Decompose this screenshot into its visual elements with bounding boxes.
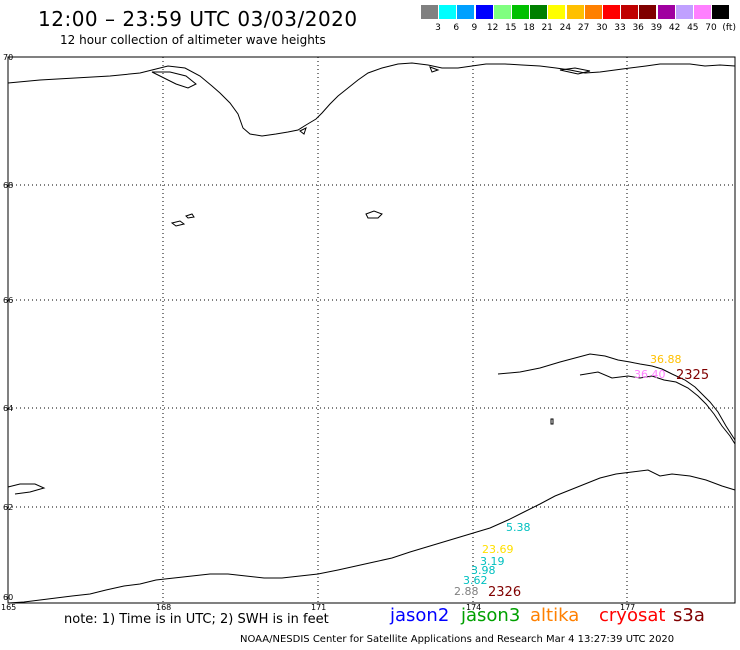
legend-label: 36 <box>632 23 644 33</box>
lon-label: 171 <box>311 603 326 612</box>
lat-label: 70 <box>3 53 13 62</box>
legend-swatch <box>512 5 529 19</box>
lat-labels: 70 68 66 64 62 60 <box>3 53 13 602</box>
lat-label: 68 <box>3 181 13 190</box>
legend-swatch <box>675 5 693 19</box>
lat-label: 64 <box>3 404 13 413</box>
legend-swatch <box>694 5 711 19</box>
legend-label: 27 <box>577 23 590 33</box>
wave-label: 3.19 <box>480 555 505 568</box>
wave-label: 36.40 <box>634 368 666 381</box>
satellite-jason3: jason3 <box>461 605 521 626</box>
lon-label: 174 <box>466 603 481 612</box>
wave-label: 2.88 <box>454 585 479 598</box>
legend-swatch <box>439 5 457 19</box>
wave-label: 3.98 <box>471 564 496 577</box>
legend-swatch <box>566 5 584 19</box>
legend-swatch <box>657 5 675 19</box>
legend-label: 33 <box>614 23 626 33</box>
legend-label: 45 <box>687 23 699 33</box>
legend-label: 24 <box>559 23 572 33</box>
wave-label: 23.69 <box>482 543 514 556</box>
legend-swatch <box>639 5 657 19</box>
legend-swatch <box>475 5 493 19</box>
legend-swatch <box>493 5 511 19</box>
lat-label: 66 <box>3 296 13 305</box>
lon-label: 168 <box>156 603 171 612</box>
satellite-cryosat: cryosat <box>599 605 666 626</box>
lat-label: 62 <box>3 503 13 512</box>
footer-credit: NOAA/NESDIS Center for Satellite Applica… <box>240 634 675 645</box>
legend-swatch <box>421 5 438 19</box>
wave-label: 2325 <box>676 368 709 383</box>
satellite-altika: altika <box>530 605 580 626</box>
legend-swatch <box>712 5 730 19</box>
wave-label: 3.62 <box>463 574 488 587</box>
map-frame <box>7 56 736 604</box>
legend-label: 21 <box>541 23 553 33</box>
legend-swatch <box>603 5 620 19</box>
legend-swatch <box>457 5 475 19</box>
legend-swatch <box>530 5 548 19</box>
legend-swatch <box>548 5 566 19</box>
legend-label: 18 <box>523 23 535 33</box>
legend-label: 70 <box>705 23 717 33</box>
lon-label: 177 <box>620 603 635 612</box>
wave-labels: 36.88 36.40 2325 5.38 23.69 3.19 3.98 3.… <box>454 353 709 600</box>
grid-lines <box>8 57 735 603</box>
satellite-s3a: s3a <box>673 605 705 626</box>
wave-label: 5.38 <box>506 521 531 534</box>
page-title: 12:00 – 23:59 UTC 03/03/2020 <box>38 7 358 31</box>
lon-labels: 165 168 171 174 177 <box>1 603 635 612</box>
legend-label: 30 <box>596 23 608 33</box>
wave-label: 2326 <box>488 585 521 600</box>
lon-label: 165 <box>1 603 16 612</box>
note-text: note: 1) Time is in UTC; 2) SWH is in fe… <box>64 612 329 627</box>
legend-label: 6 <box>453 23 460 33</box>
legend-label: 42 <box>668 23 681 33</box>
legend-swatch <box>584 5 602 19</box>
legend-label: (ft) <box>722 23 736 33</box>
satellite-jason2: jason2 <box>390 605 450 626</box>
legend-label: 9 <box>471 23 478 33</box>
lat-label: 60 <box>3 593 13 602</box>
legend-swatch <box>621 5 639 19</box>
legend-label: 3 <box>435 23 441 33</box>
legend-label: 15 <box>505 23 517 33</box>
page-subtitle: 12 hour collection of altimeter wave hei… <box>60 33 326 47</box>
coastlines <box>7 62 736 604</box>
legend-label: 12 <box>486 23 499 33</box>
legend-label: 39 <box>650 23 663 33</box>
wave-label: 36.88 <box>650 353 682 366</box>
